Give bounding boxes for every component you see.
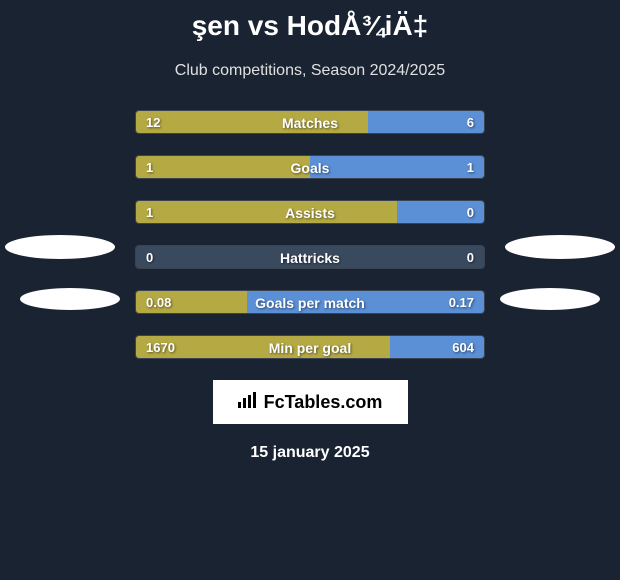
stat-label: Matches bbox=[136, 111, 484, 134]
stat-label: Goals bbox=[136, 156, 484, 179]
stat-row: 0.080.17Goals per match bbox=[135, 290, 485, 314]
stat-row: 11Goals bbox=[135, 155, 485, 179]
stat-label: Min per goal bbox=[136, 336, 484, 359]
stat-label: Hattricks bbox=[136, 246, 484, 269]
stat-row: 00Hattricks bbox=[135, 245, 485, 269]
fctables-logo: FcTables.com bbox=[213, 380, 408, 424]
main-container: şen vs HodÅ¾iÄ‡ Club competitions, Seaso… bbox=[0, 0, 620, 462]
player-left-ellipse-1 bbox=[5, 235, 115, 259]
stat-row: 10Assists bbox=[135, 200, 485, 224]
player-left-ellipse-2 bbox=[20, 288, 120, 310]
stat-label: Goals per match bbox=[136, 291, 484, 314]
stats-area: 126Matches 11Goals 10Assists 00Hattricks 0.0… bbox=[135, 110, 485, 359]
comparison-date: 15 january 2025 bbox=[0, 444, 620, 462]
player-right-ellipse-1 bbox=[505, 235, 615, 259]
player-right-ellipse-2 bbox=[500, 288, 600, 310]
season-subtitle: Club competitions, Season 2024/2025 bbox=[0, 62, 620, 80]
stat-label: Assists bbox=[136, 201, 484, 224]
comparison-title: şen vs HodÅ¾iÄ‡ bbox=[0, 10, 620, 42]
stat-row: 1670604Min per goal bbox=[135, 335, 485, 359]
stat-row: 126Matches bbox=[135, 110, 485, 134]
chart-icon bbox=[238, 392, 258, 413]
logo-text: FcTables.com bbox=[264, 392, 383, 413]
